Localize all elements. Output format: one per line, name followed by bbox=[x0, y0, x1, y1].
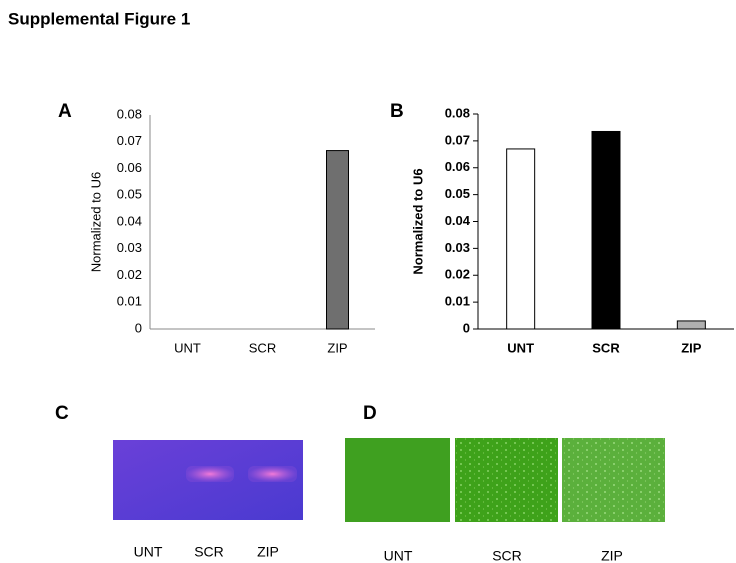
bar bbox=[506, 148, 536, 330]
bar bbox=[591, 130, 621, 330]
y-tick-label: 0.01 bbox=[117, 294, 142, 309]
y-tick-label: 0.08 bbox=[445, 105, 470, 120]
x-tick-label: ZIP bbox=[681, 340, 702, 355]
figure-title: Supplemental Figure 1 bbox=[8, 9, 190, 28]
y-tick-label: 0.06 bbox=[117, 160, 142, 175]
chart: A Normalized to U6 0 0.01 0.02 0.03 0.04 0.05 0.… bbox=[58, 101, 375, 355]
y-tick-label: 0.03 bbox=[445, 240, 470, 255]
panel-label: A bbox=[58, 101, 72, 122]
bar bbox=[676, 320, 706, 330]
x-tick-label: UNT bbox=[174, 340, 201, 355]
x-tick-label: SCR bbox=[249, 340, 276, 355]
image-label: ZIP bbox=[601, 548, 623, 563]
gel-band bbox=[248, 466, 297, 482]
y-tick-label: 0 bbox=[463, 320, 470, 335]
y-tick-label: 0.02 bbox=[445, 267, 470, 282]
y-tick-label: 0.04 bbox=[117, 213, 142, 228]
y-tick-label: 0.02 bbox=[117, 267, 142, 282]
panel-label: B bbox=[390, 101, 404, 122]
x-tick-label: UNT bbox=[507, 340, 534, 355]
panel-label: C bbox=[55, 403, 69, 424]
x-tick-label: SCR bbox=[592, 340, 620, 355]
micrograph bbox=[345, 438, 450, 522]
image-label: UNT bbox=[384, 548, 413, 563]
y-tick-label: 0.07 bbox=[117, 133, 142, 148]
charts: A Normalized to U6 0 0.01 0.02 0.03 0.04 0.05 0.… bbox=[58, 101, 734, 355]
lane-label: SCR bbox=[194, 544, 224, 560]
lane-label: UNT bbox=[134, 544, 163, 560]
y-tick-label: 0.03 bbox=[117, 240, 142, 255]
panel-label: D bbox=[363, 403, 377, 424]
y-axis-label: Normalized to U6 bbox=[410, 168, 425, 274]
y-tick-label: 0.01 bbox=[445, 294, 470, 309]
bar bbox=[326, 150, 349, 330]
y-tick-label: 0.05 bbox=[117, 187, 142, 202]
y-tick-label: 0.08 bbox=[117, 106, 142, 121]
y-tick-label: 0.06 bbox=[445, 159, 470, 174]
y-tick-label: 0.04 bbox=[445, 213, 471, 228]
gel-band bbox=[186, 466, 234, 482]
image-label: SCR bbox=[492, 548, 522, 563]
y-tick-label: 0.05 bbox=[445, 186, 470, 201]
lane-label: ZIP bbox=[257, 544, 279, 560]
x-tick-label: ZIP bbox=[327, 340, 347, 355]
micrograph bbox=[562, 438, 665, 522]
y-tick-label: 0.07 bbox=[445, 132, 470, 147]
y-axis-label: Normalized to U6 bbox=[88, 172, 103, 272]
micrograph bbox=[455, 438, 558, 522]
chart: B Normalized to U6 0 0.01 0.02 0.03 0.04 0.05 0.… bbox=[390, 101, 734, 355]
y-tick-label: 0 bbox=[135, 320, 142, 335]
